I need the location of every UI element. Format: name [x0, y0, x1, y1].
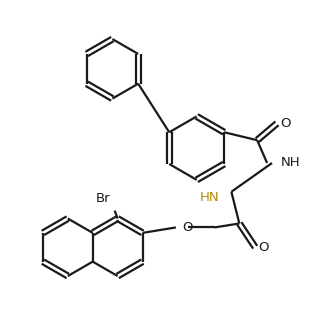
Text: O: O — [258, 241, 269, 254]
Text: O: O — [280, 117, 290, 130]
Text: NH: NH — [281, 156, 301, 170]
Text: HN: HN — [200, 191, 220, 204]
Text: O: O — [182, 221, 192, 234]
Text: Br: Br — [95, 192, 110, 205]
